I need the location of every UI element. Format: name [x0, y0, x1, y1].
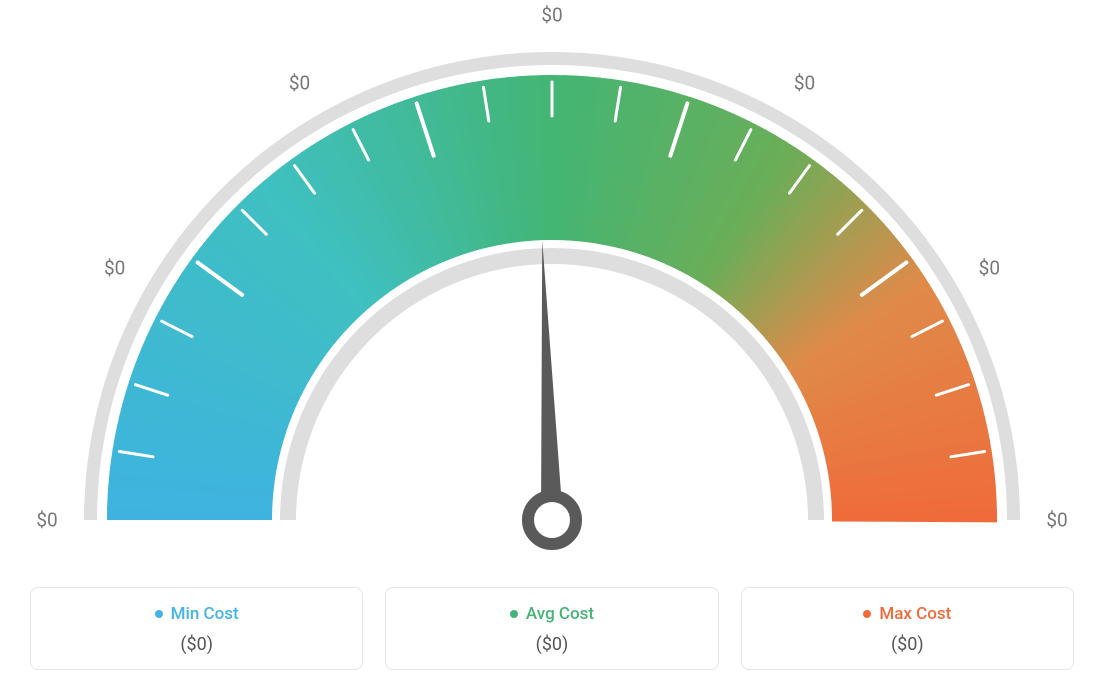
legend-row: Min Cost ($0) Avg Cost ($0) Max Cost ($0) — [30, 587, 1074, 670]
gauge-tick-label: $0 — [794, 71, 815, 94]
legend-label: Max Cost — [752, 604, 1063, 624]
gauge-tick-label: $0 — [36, 509, 57, 532]
legend-value: ($0) — [41, 634, 352, 655]
gauge-tick-label: $0 — [979, 256, 1000, 279]
legend-value: ($0) — [752, 634, 1063, 655]
gauge-chart: $0 $0 $0 $0 $0 $0 $0 — [0, 0, 1104, 560]
gauge-tick-label: $0 — [104, 256, 125, 279]
gauge-tick-label: $0 — [289, 71, 310, 94]
legend-value: ($0) — [396, 634, 707, 655]
gauge-tick-label: $0 — [1046, 509, 1067, 532]
legend-dot-icon — [510, 610, 518, 618]
legend-label-text: Min Cost — [171, 604, 239, 624]
legend-dot-icon — [863, 610, 871, 618]
legend-label-text: Max Cost — [879, 604, 951, 624]
legend-dot-icon — [155, 610, 163, 618]
legend-card: Min Cost ($0) — [30, 587, 363, 670]
legend-label: Min Cost — [41, 604, 352, 624]
gauge-tick-label: $0 — [541, 4, 562, 27]
legend-card: Max Cost ($0) — [741, 587, 1074, 670]
legend-label-text: Avg Cost — [526, 604, 594, 624]
legend-card: Avg Cost ($0) — [385, 587, 718, 670]
legend-label: Avg Cost — [396, 604, 707, 624]
gauge-svg — [0, 0, 1104, 560]
